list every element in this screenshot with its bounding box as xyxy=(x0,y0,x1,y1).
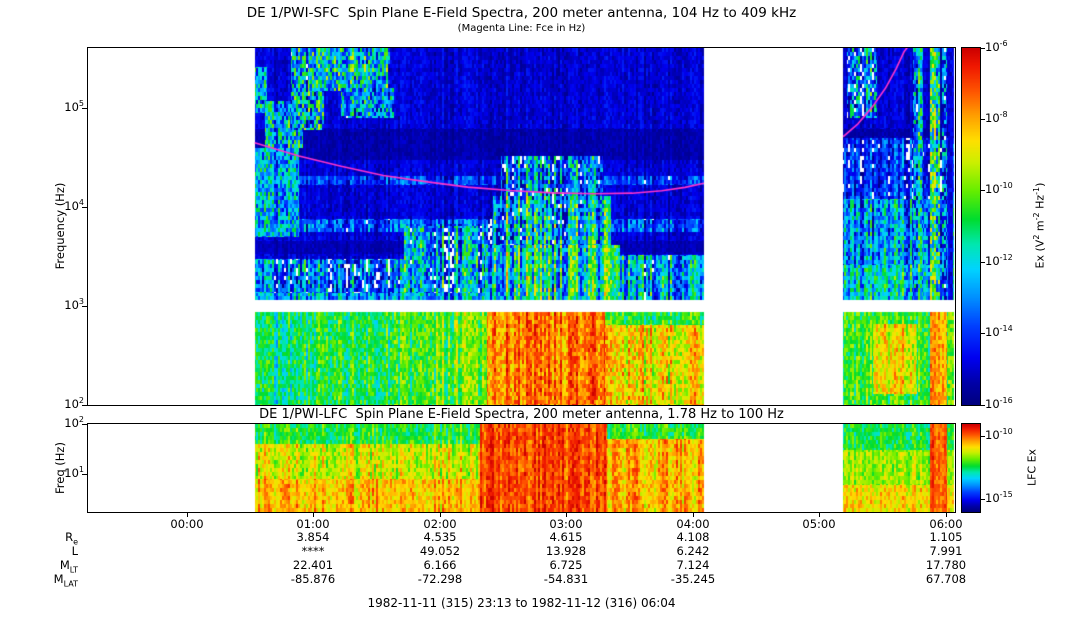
ephemeris-value: 6.242 xyxy=(676,544,710,558)
lfc-panel-title: DE 1/PWI-LFC Spin Plane E-Field Spectra,… xyxy=(259,407,784,422)
ephemeris-value: 67.708 xyxy=(925,572,967,586)
ephemeris-value: -54.831 xyxy=(543,572,589,586)
x-axis-tick-label: 00:00 xyxy=(170,517,204,531)
sfc-y-tick xyxy=(82,108,87,109)
sfc-panel-title: DE 1/PWI-SFC Spin Plane E-Field Spectra,… xyxy=(246,5,797,21)
ephemeris-value: 6.725 xyxy=(549,558,583,572)
sfc-y-tick-label: 102 xyxy=(64,396,84,411)
x-axis-tick-label: 02:00 xyxy=(423,517,457,531)
sfc-y-tick xyxy=(82,405,87,406)
lfc-colorbar-label: LFC Ex xyxy=(1025,448,1039,487)
lfc-y-tick xyxy=(82,424,87,425)
x-axis-tick-label: 05:00 xyxy=(802,517,836,531)
ephemeris-value: 3.854 xyxy=(296,530,330,544)
sfc-y-tick xyxy=(82,207,87,208)
sfc-plot-frame xyxy=(87,47,956,406)
ephemeris-value: 13.928 xyxy=(545,544,587,558)
ephemeris-value: 1.105 xyxy=(929,530,963,544)
sfc-colorbar-tick-label: 10-8 xyxy=(985,110,1008,125)
sfc-colorbar-canvas xyxy=(962,48,980,405)
sfc-colorbar-tick-label: 10-16 xyxy=(985,396,1013,411)
lfc-colorbar-tick xyxy=(981,499,985,500)
sfc-colorbar-tick-label: 10-12 xyxy=(985,253,1013,268)
lfc-colorbar-tick-label: 10-10 xyxy=(985,427,1013,442)
sfc-colorbar-tick-label: 10-10 xyxy=(985,181,1013,196)
sfc-y-axis-label: Frequency (Hz) xyxy=(53,182,67,270)
x-axis-tick xyxy=(440,513,441,517)
x-axis-tick-label: 06:00 xyxy=(929,517,963,531)
x-axis-tick-label: 04:00 xyxy=(676,517,710,531)
ephemeris-value: 4.615 xyxy=(549,530,583,544)
sfc-colorbar-frame xyxy=(961,47,981,406)
ephemeris-value: -35.245 xyxy=(670,572,716,586)
x-axis-tick-label: 01:00 xyxy=(296,517,330,531)
x-axis-tick xyxy=(693,513,694,517)
sfc-colorbar-tick xyxy=(981,262,985,263)
sfc-colorbar-tick xyxy=(981,333,985,334)
sfc-y-tick xyxy=(82,306,87,307)
x-axis-tick xyxy=(313,513,314,517)
ephemeris-value: 7.124 xyxy=(676,558,710,572)
sfc-colorbar-label: Ex (V2 m-2 Hz-1) xyxy=(1031,182,1047,269)
sfc-colorbar-tick-label: 10-14 xyxy=(985,324,1013,339)
x-axis-tick xyxy=(819,513,820,517)
ephemeris-row-label: MLT xyxy=(59,558,78,575)
sfc-y-tick-label: 105 xyxy=(64,99,84,114)
ephemeris-value: 49.052 xyxy=(419,544,461,558)
lfc-colorbar-canvas xyxy=(962,424,980,512)
sfc-colorbar-tick xyxy=(981,119,985,120)
ephemeris-value: 22.401 xyxy=(292,558,334,572)
lfc-y-tick xyxy=(82,474,87,475)
x-axis-tick xyxy=(946,513,947,517)
time-range-caption: 1982-11-11 (315) 23:13 to 1982-11-12 (31… xyxy=(367,596,676,610)
ephemeris-value: 4.535 xyxy=(423,530,457,544)
x-axis-tick xyxy=(566,513,567,517)
ephemeris-value: 7.991 xyxy=(929,544,963,558)
ephemeris-value: -85.876 xyxy=(290,572,336,586)
lfc-colorbar-tick xyxy=(981,436,985,437)
lfc-spectrogram-canvas xyxy=(88,424,955,512)
ephemeris-row-label: L xyxy=(71,544,78,558)
x-axis-tick-label: 03:00 xyxy=(549,517,583,531)
x-axis-tick xyxy=(187,513,188,517)
ephemeris-row-label: MLAT xyxy=(53,572,78,589)
ephemeris-value: 6.166 xyxy=(423,558,457,572)
lfc-colorbar-frame xyxy=(961,423,981,513)
lfc-plot-frame xyxy=(87,423,956,513)
ephemeris-value: 4.108 xyxy=(676,530,710,544)
fce-line-note: (Magenta Line: Fce in Hz) xyxy=(457,23,586,34)
sfc-y-tick-label: 104 xyxy=(64,198,84,213)
sfc-colorbar-tick xyxy=(981,405,985,406)
lfc-y-tick-label: 101 xyxy=(64,465,84,480)
ephemeris-value: -72.298 xyxy=(417,572,463,586)
sfc-colorbar-tick-label: 10-6 xyxy=(985,39,1008,54)
ephemeris-value: 17.780 xyxy=(925,558,967,572)
ephemeris-row-label: Re xyxy=(65,530,78,547)
sfc-colorbar-tick xyxy=(981,48,985,49)
sfc-y-tick-label: 103 xyxy=(64,297,84,312)
ephemeris-value: **** xyxy=(301,544,325,558)
sfc-spectrogram-canvas xyxy=(88,48,955,405)
sfc-colorbar-tick xyxy=(981,190,985,191)
lfc-y-tick-label: 102 xyxy=(64,415,84,430)
lfc-colorbar-tick-label: 10-15 xyxy=(985,490,1013,505)
